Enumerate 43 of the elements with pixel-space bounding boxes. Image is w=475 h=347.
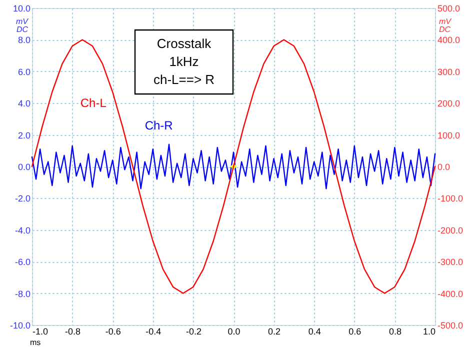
y2-tick-label: 200.0 [438, 98, 460, 109]
x-tick-label: -0.2 [186, 326, 202, 336]
y-tick-label: 10.0 [12, 4, 30, 14]
y2-tick-label: -500.0 [438, 320, 464, 330]
y-tick-label: -10.0 [10, 320, 30, 330]
y-tick-label: 6.0 [18, 66, 30, 77]
y-tick-label: -2.0 [14, 194, 30, 204]
x-tick-label: -0.4 [146, 326, 162, 336]
y2-axis-title: mV DC [439, 17, 452, 34]
x-tick-label: 0.2 [268, 326, 281, 336]
x-tick-label: 0.4 [308, 326, 321, 336]
y-tick-label: -4.0 [14, 225, 30, 236]
y2-tick-label: 500.0 [438, 4, 460, 14]
x-tick-label: 0.8 [388, 326, 402, 336]
y2-tick-label: -100.0 [438, 194, 464, 204]
y2-tick-label: -300.0 [438, 257, 464, 268]
annotation: Crosstalk [156, 36, 212, 51]
x-tick-label: 0.6 [348, 326, 362, 336]
x-tick-label: -0.6 [105, 326, 121, 336]
y2-tick-label: -200.0 [438, 225, 464, 236]
y-tick-label: -8.0 [14, 288, 30, 299]
x-tick-label: 0.0 [228, 326, 240, 336]
y2-tick-label: 100.0 [438, 130, 460, 140]
x-tick-label: -1.0 [32, 326, 48, 336]
y-tick-label: 0.0 [18, 162, 30, 172]
line-series [31, 39, 436, 294]
annotation: 1kHz [169, 54, 199, 69]
annotation: ch-L==> R [153, 72, 215, 87]
x-tick-label: 1.0 [422, 326, 436, 336]
y2-tick-label: 400.0 [438, 35, 460, 46]
line-series [31, 144, 436, 190]
y2-tick-label: 0.0 [438, 162, 450, 172]
y2-tick-label: -400.0 [438, 288, 464, 299]
series-label: Ch-L [80, 96, 107, 110]
x-tick-label: -0.8 [65, 326, 81, 336]
y-tick-label: 4.0 [18, 98, 30, 109]
y-tick-label: 8.0 [18, 35, 30, 46]
y-tick-label: 2.0 [18, 130, 30, 140]
series-label: Ch-R [144, 118, 174, 132]
y-axis-title: mV DC [16, 17, 29, 34]
y2-tick-label: 300.0 [438, 66, 460, 77]
y-tick-label: -6.0 [14, 257, 30, 268]
x-axis-title: ms [30, 338, 41, 347]
